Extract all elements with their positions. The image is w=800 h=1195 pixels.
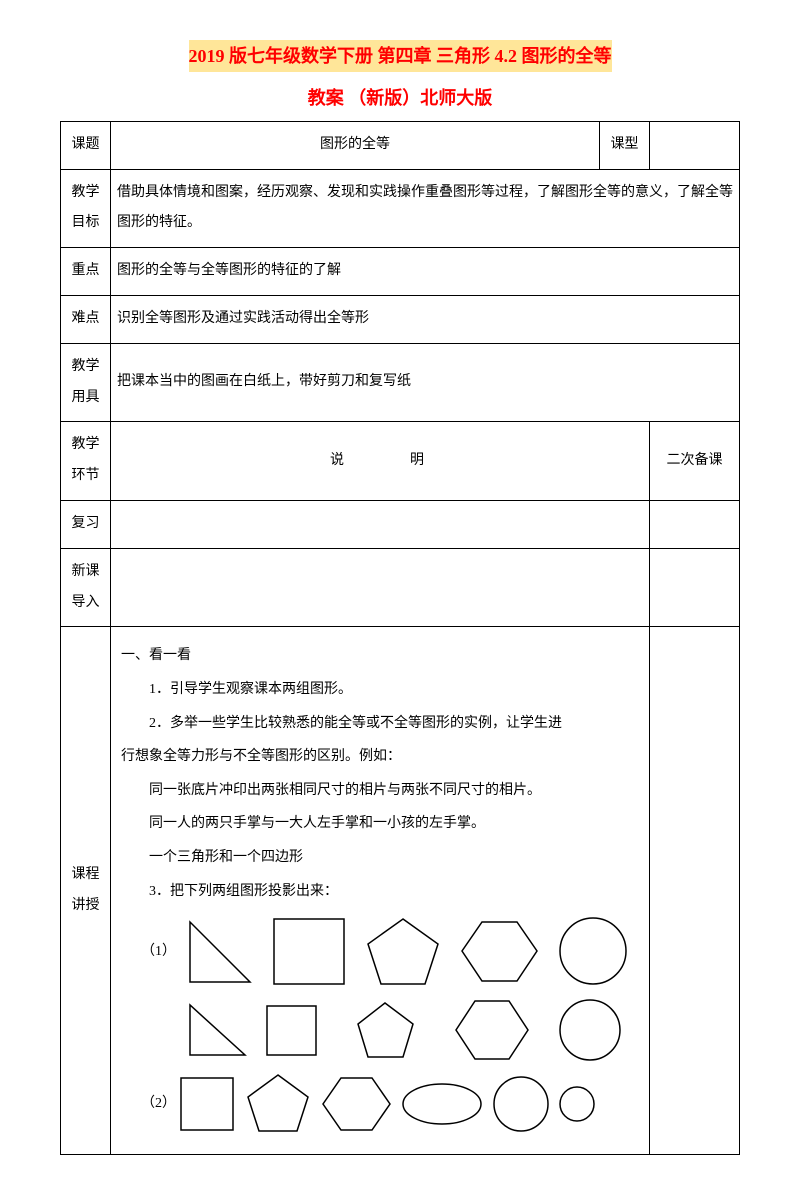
lesson-plan-table: 课题 图形的全等 课型 教学目标 借助具体情境和图案，经历观察、发现和实践操作重… [60, 121, 740, 1155]
cell-empty [111, 500, 650, 548]
cell-label: 难点 [61, 295, 111, 343]
table-row: 重点 图形的全等与全等图形的特征的了解 [61, 248, 740, 296]
cell-label: 复习 [61, 500, 111, 548]
cell-value: 说 明 [111, 422, 650, 501]
cell-label: 教学用具 [61, 343, 111, 422]
table-row: 教学环节 说 明 二次备课 [61, 422, 740, 501]
square-icon [269, 914, 349, 989]
text-line: 同一张底片冲印出两张相同尺寸的相片与两张不同尺寸的相片。 [121, 774, 639, 808]
triangle-icon [185, 1000, 250, 1060]
shapes-group-2: （2） [141, 1071, 639, 1136]
table-row: 课程讲授 一、看一看 1．引导学生观察课本两组图形。 2．多举一些学生比较熟悉的… [61, 627, 740, 1155]
title-block: 2019 版七年级数学下册 第四章 三角形 4.2 图形的全等 [60, 40, 740, 72]
title-line1: 2019 版七年级数学下册 第四章 三角形 4.2 图形的全等 [189, 40, 612, 72]
pentagon-icon [363, 914, 443, 989]
table-row: 教学用具 把课本当中的图画在白纸上，带好剪刀和复写纸 [61, 343, 740, 422]
circle-icon [556, 996, 624, 1064]
circle-icon [556, 914, 631, 989]
cell-empty [650, 548, 740, 627]
group-label: （2） [141, 1087, 171, 1121]
text-line: 1．引导学生观察课本两组图形。 [121, 673, 639, 707]
cell-label: 教学目标 [61, 169, 111, 248]
shapes-group-1-row2 [141, 995, 639, 1065]
lecture-content: 一、看一看 1．引导学生观察课本两组图形。 2．多举一些学生比较熟悉的能全等或不… [111, 627, 650, 1155]
square-icon [264, 1003, 319, 1058]
cell-empty [650, 121, 740, 169]
cell-label: 课型 [600, 121, 650, 169]
hexagon-icon [457, 914, 542, 989]
cell-label: 教学环节 [61, 422, 111, 501]
text-line: 2．多举一些学生比较熟悉的能全等或不全等图形的实例，让学生进 [121, 707, 639, 741]
title-line2: 教案 （新版）北师大版 [60, 82, 740, 114]
cell-label: 新课导入 [61, 548, 111, 627]
table-row: 复习 [61, 500, 740, 548]
ellipse-icon [400, 1080, 485, 1128]
cell-label: 课程讲授 [61, 627, 111, 1155]
square-icon [177, 1074, 237, 1134]
cell-value: 图形的全等与全等图形的特征的了解 [111, 248, 740, 296]
cell-label: 课题 [61, 121, 111, 169]
table-row: 新课导入 [61, 548, 740, 627]
group-label: （1） [141, 935, 171, 969]
cell-value: 图形的全等 [111, 121, 600, 169]
table-row: 难点 识别全等图形及通过实践活动得出全等形 [61, 295, 740, 343]
hexagon-icon [452, 995, 532, 1065]
cell-label: 重点 [61, 248, 111, 296]
circle-icon [557, 1084, 597, 1124]
text-line: 3．把下列两组图形投影出来： [121, 875, 639, 909]
cell-empty [111, 548, 650, 627]
text-line: 一、看一看 [121, 639, 639, 673]
triangle-icon [185, 917, 255, 987]
table-row: 教学目标 借助具体情境和图案，经历观察、发现和实践操作重叠图形等过程，了解图形全… [61, 169, 740, 248]
text-line: 行想象全等力形与不全等图形的区别。例如： [121, 740, 639, 774]
shapes-group-1-row1: （1） [141, 914, 639, 989]
text-line: 同一人的两只手掌与一大人左手掌和一小孩的左手掌。 [121, 807, 639, 841]
cell-empty [650, 627, 740, 1155]
circle-icon [491, 1074, 551, 1134]
cell-value: 把课本当中的图画在白纸上，带好剪刀和复写纸 [111, 343, 740, 422]
cell-value: 借助具体情境和图案，经历观察、发现和实践操作重叠图形等过程，了解图形全等的意义，… [111, 169, 740, 248]
cell-label: 二次备课 [650, 422, 740, 501]
pentagon-icon [243, 1071, 313, 1136]
cell-value: 识别全等图形及通过实践活动得出全等形 [111, 295, 740, 343]
cell-empty [650, 500, 740, 548]
pentagon-icon [353, 999, 418, 1061]
table-row: 课题 图形的全等 课型 [61, 121, 740, 169]
hexagon-icon [319, 1073, 394, 1135]
text-line: 一个三角形和一个四边形 [121, 841, 639, 875]
